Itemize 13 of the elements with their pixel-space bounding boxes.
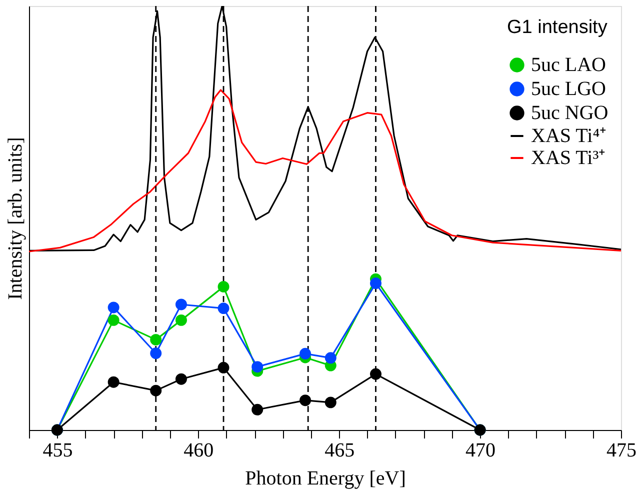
x-axis-title: Photon Energy [eV] — [245, 468, 406, 490]
legend-label: 5uc NGO — [531, 102, 608, 124]
x-tick-label: 455 — [42, 440, 73, 462]
x-tick-label: 465 — [324, 440, 355, 462]
legend-label: 5uc LAO — [531, 54, 606, 76]
legend-title: G1 intensity — [507, 17, 608, 38]
legend-label: XAS Ti³⁺ — [531, 147, 606, 169]
legend-label: XAS Ti⁴⁺ — [531, 125, 607, 147]
x-tick-label: 470 — [466, 440, 496, 462]
y-axis-title: Intensity [arb. units] — [4, 137, 26, 300]
legend-label: 5uc LGO — [531, 78, 606, 100]
x-tick-label: 460 — [184, 440, 214, 462]
x-tick-label: 475 — [606, 440, 636, 462]
